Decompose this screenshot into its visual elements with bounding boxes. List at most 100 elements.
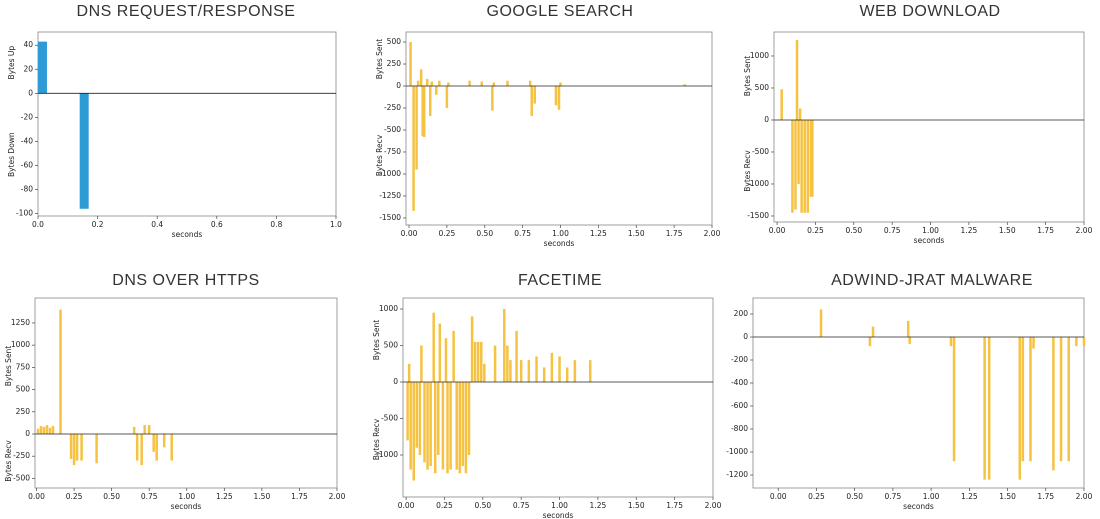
bar <box>36 428 40 434</box>
x-tick-label: 1.00 <box>178 492 195 501</box>
x-tick-label: 0.8 <box>270 220 282 229</box>
y-tick-label: -1000 <box>376 450 398 459</box>
bar <box>492 82 496 87</box>
y-tick-label: 500 <box>387 37 402 46</box>
x-tick-label: 1.25 <box>216 492 233 501</box>
bar <box>69 433 73 459</box>
bar <box>908 336 911 344</box>
x-tick-label: 0.50 <box>476 229 493 238</box>
bar <box>143 425 146 434</box>
bar <box>868 336 872 347</box>
bar <box>140 433 143 466</box>
bar <box>406 382 409 441</box>
bar <box>483 363 486 383</box>
y-tick-label: 0 <box>743 332 748 341</box>
bar <box>1032 336 1035 349</box>
x-tick-label: 0.75 <box>514 229 531 238</box>
bar <box>535 356 538 383</box>
bar <box>421 86 424 137</box>
bar <box>480 81 483 87</box>
bar <box>480 341 483 383</box>
x-tick-label: 0.00 <box>770 492 787 501</box>
chart-title: DNS OVER HTTPS <box>112 272 259 289</box>
x-tick-label: 1.00 <box>923 492 940 501</box>
bar <box>423 382 426 463</box>
x-tick-label: 0.4 <box>151 220 163 229</box>
bar <box>419 69 423 87</box>
bar <box>407 363 411 383</box>
y-tick-label: -80 <box>21 185 33 194</box>
bar <box>416 80 420 87</box>
bar <box>464 382 468 474</box>
y-tick-label: -1000 <box>379 169 401 178</box>
x-tick-label: 0.25 <box>439 229 456 238</box>
bar <box>42 426 46 434</box>
bar <box>683 84 686 87</box>
x-tick-label: 1.75 <box>666 501 683 510</box>
bar <box>51 425 55 434</box>
y-tick-label: -600 <box>731 401 748 410</box>
x-axis-label: seconds <box>544 239 575 248</box>
bar <box>506 80 509 87</box>
x-tick-label: 0.6 <box>211 220 223 229</box>
plot-frame <box>37 31 337 217</box>
y-axis-label: Bytes Recv <box>743 150 752 192</box>
bar <box>791 119 794 213</box>
x-tick-label: 1.25 <box>590 501 607 510</box>
plot-frame <box>773 31 1085 223</box>
x-tick-label: 0.50 <box>474 501 491 510</box>
y-tick-label: -1000 <box>747 179 769 188</box>
bar <box>473 341 477 383</box>
bar <box>530 86 533 116</box>
plot-frame <box>405 31 713 226</box>
y-tick-label: 20 <box>23 64 33 73</box>
chart-title: DNS REQUEST/RESPONSE <box>77 3 296 20</box>
y-tick-label: 250 <box>387 59 402 68</box>
x-tick-label: 0.25 <box>808 492 825 501</box>
bar <box>435 86 438 95</box>
y-tick-label: -800 <box>731 424 748 433</box>
bar <box>554 86 558 106</box>
bar <box>588 360 592 383</box>
y-tick-label: 750 <box>16 362 31 371</box>
bar <box>461 382 465 466</box>
bar <box>415 86 418 170</box>
y-tick-label: -20 <box>21 112 33 121</box>
y-tick-label: -100 <box>16 209 33 218</box>
bar <box>491 86 494 111</box>
x-tick-label: 1.00 <box>922 226 939 235</box>
bar <box>155 433 158 461</box>
bar <box>432 312 435 383</box>
bar <box>1075 336 1078 347</box>
bar <box>1082 336 1086 347</box>
bar <box>438 80 441 87</box>
bar <box>1029 336 1032 462</box>
x-tick-label: 0.00 <box>401 229 418 238</box>
bar <box>80 433 83 461</box>
bar <box>445 86 449 109</box>
bar <box>795 39 799 120</box>
bar <box>550 352 554 383</box>
y-tick-label: -750 <box>384 147 401 156</box>
y-tick-label: 0 <box>396 81 401 90</box>
bar <box>446 382 449 474</box>
y-axis-label: Bytes Down <box>7 132 16 177</box>
bar <box>429 382 432 466</box>
bar <box>438 323 442 383</box>
y-tick-label: 40 <box>23 40 33 49</box>
y-tick-label: -1200 <box>726 470 748 479</box>
x-axis-label: seconds <box>914 236 945 245</box>
x-tick-label: 0.00 <box>398 501 415 510</box>
y-tick-label: -500 <box>752 147 769 156</box>
y-tick-label: 250 <box>16 407 31 416</box>
x-tick-label: 0.50 <box>846 492 863 501</box>
y-tick-label: -500 <box>13 473 30 482</box>
bar <box>418 382 422 456</box>
x-tick-label: 0.75 <box>513 501 530 510</box>
bar <box>803 119 806 213</box>
y-tick-label: -1000 <box>726 447 748 456</box>
x-tick-label: 0.25 <box>436 501 453 510</box>
y-axis-label: Bytes Sent <box>743 56 752 97</box>
bar <box>467 382 471 456</box>
